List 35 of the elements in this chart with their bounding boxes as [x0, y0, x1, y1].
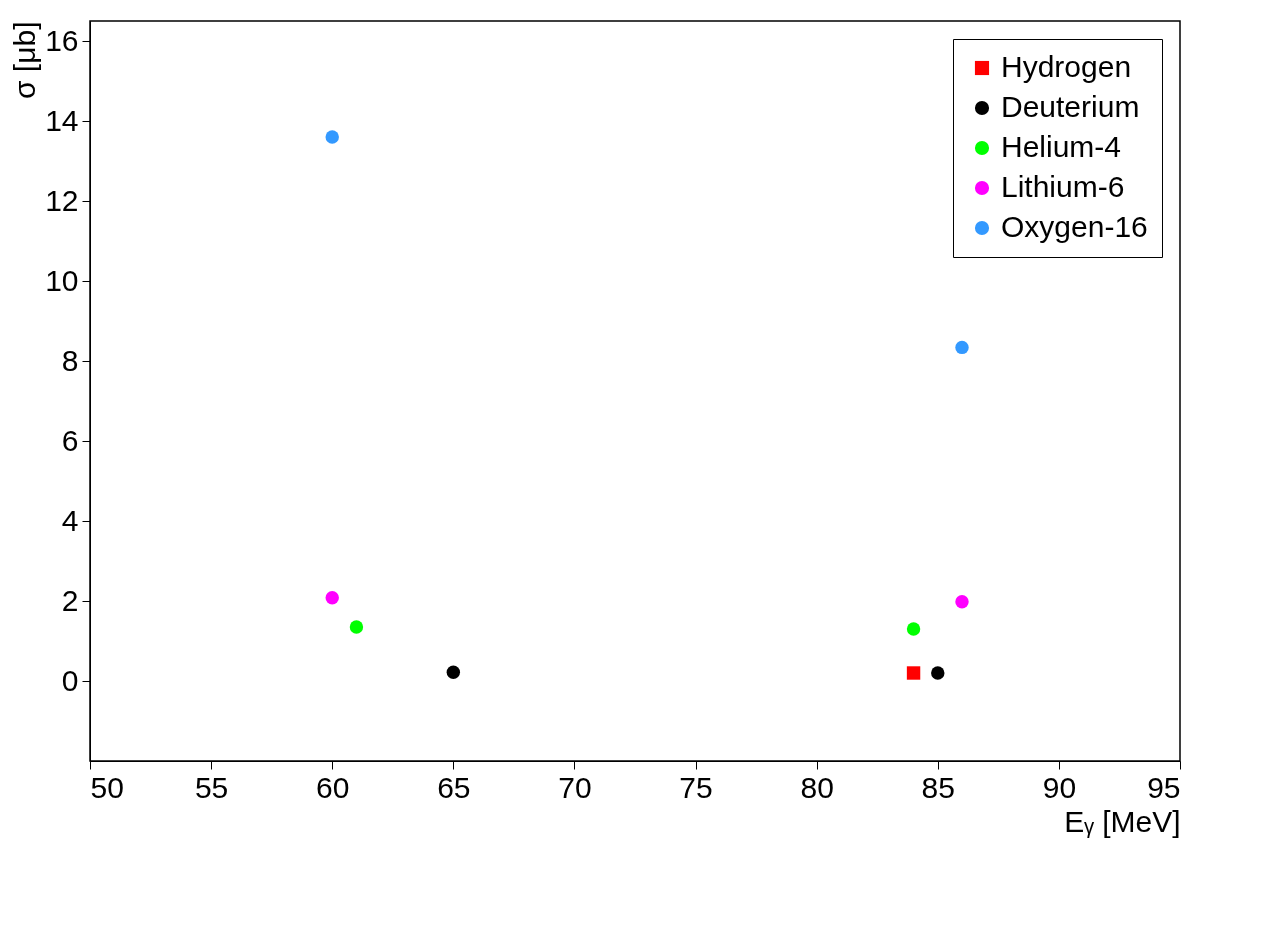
x-axis-title: Eᵧ [MeV]: [1064, 804, 1181, 838]
x-tick-label: 95: [1147, 770, 1181, 804]
y-tick-label: 16: [45, 23, 79, 57]
point: [955, 340, 969, 355]
point: [325, 130, 339, 144]
legend-label: Oxygen-16: [1001, 210, 1148, 243]
y-tick-label: 8: [61, 343, 79, 377]
x-tick-label: 90: [1042, 770, 1077, 804]
point: [906, 666, 921, 680]
point: [349, 620, 364, 634]
y-tick-label: 10: [45, 263, 79, 297]
y-tick-label: 0: [61, 663, 79, 697]
legend-label: Hydrogen: [1001, 50, 1132, 83]
x-tick-label: 70: [558, 770, 592, 804]
y-axis-title: σ [μb]: [8, 21, 42, 99]
legend-label: Helium-4: [1001, 130, 1122, 163]
point: [325, 591, 339, 605]
x-tick-label: 80: [800, 770, 834, 804]
y-tick-label: 6: [61, 423, 79, 457]
point: [446, 665, 461, 679]
point: [955, 595, 969, 609]
x-tick-label: 75: [679, 770, 713, 804]
point: [906, 622, 921, 636]
y-tick-label: 12: [45, 183, 79, 217]
x-tick-label: 65: [437, 770, 471, 804]
point: [931, 666, 945, 680]
y-tick-label: 4: [61, 503, 79, 537]
y-tick-label: 2: [61, 583, 79, 617]
y-tick-label: 14: [45, 103, 79, 137]
x-tick-label: 50: [90, 770, 124, 804]
legend-label: Deuterium: [1001, 90, 1140, 123]
x-tick-label: 60: [316, 770, 350, 804]
x-tick-label: 85: [921, 770, 955, 804]
legend-label: Lithium-6: [1001, 170, 1125, 203]
x-tick-label: 55: [194, 770, 229, 804]
